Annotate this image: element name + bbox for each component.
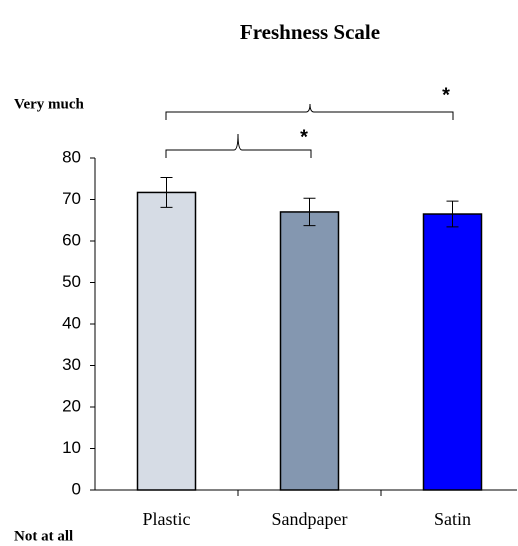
- top-anchor-label: Very much: [14, 96, 85, 112]
- significance-bracket: [165, 133, 312, 158]
- x-tick-label: Plastic: [143, 509, 191, 529]
- bar: [136, 191, 197, 491]
- significance-star: *: [300, 126, 308, 148]
- y-tick-label: 0: [72, 479, 81, 498]
- bottom-anchor-label: Not at all: [14, 528, 73, 544]
- chart-title: Freshness Scale: [240, 20, 380, 44]
- x-tick-label: Sandpaper: [272, 509, 348, 529]
- x-tick-label: Satin: [434, 509, 471, 529]
- y-tick-label: 10: [62, 438, 81, 457]
- y-tick-label: 20: [62, 396, 81, 415]
- bar: [422, 213, 483, 491]
- y-tick-label: 60: [62, 230, 81, 249]
- y-tick-label: 80: [62, 147, 81, 166]
- bar: [279, 211, 340, 491]
- error-bar: [446, 200, 459, 228]
- significance-star: *: [442, 84, 450, 106]
- y-tick-label: 30: [62, 355, 81, 374]
- error-bar: [160, 177, 173, 208]
- y-tick-label: 50: [62, 272, 81, 291]
- error-bar: [303, 197, 316, 227]
- y-tick-label: 70: [62, 189, 81, 208]
- y-tick-label: 40: [62, 313, 81, 332]
- significance-bracket: [165, 103, 454, 120]
